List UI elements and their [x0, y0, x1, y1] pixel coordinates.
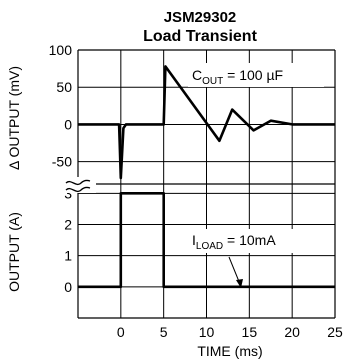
x-tick-label: 0 [117, 324, 125, 340]
plot-frame [77, 49, 336, 319]
iload-prefix: I [192, 232, 196, 248]
x-axis-label: TIME (ms) [197, 343, 262, 359]
top-y-axis-label: Δ OUTPUT (mV) [6, 66, 22, 170]
chart-title: JSM29302 [164, 9, 237, 26]
iload-leader-arrowhead [236, 279, 243, 288]
cout-annotation: COUT = 100 µF [188, 63, 324, 87]
y-tick-label: 3 [64, 185, 72, 201]
x-tick-label: 15 [242, 324, 258, 340]
axis-break-mark [60, 177, 96, 193]
y-tick-label: -50 [52, 154, 72, 170]
y-tick-label: 2 [64, 217, 72, 233]
x-tick-label: 5 [160, 324, 168, 340]
svg-text:COUT = 100 µF: COUT = 100 µF [192, 67, 283, 87]
cout-subscript: OUT [202, 76, 223, 87]
x-tick-label: 25 [327, 324, 343, 340]
cout-prefix: C [192, 67, 202, 83]
bottom-y-axis-label: OUTPUT (A) [6, 212, 22, 292]
x-tick-label: 20 [284, 324, 300, 340]
iload-leader-line [228, 256, 241, 285]
svg-text:ILOAD = 10mA: ILOAD = 10mA [192, 232, 276, 252]
cout-value: = 100 µF [223, 67, 283, 83]
y-tick-label: 1 [64, 248, 72, 264]
x-tick-label: 10 [199, 324, 215, 340]
iload-annotation: ILOAD = 10mA [188, 229, 304, 288]
output-current-line [78, 192, 335, 289]
chart-subtitle: Load Transient [143, 28, 257, 45]
output-voltage-line [78, 65, 335, 180]
iload-subscript: LOAD [196, 241, 223, 252]
iload-value: = 10mA [223, 232, 276, 248]
y-tick-label: 0 [64, 279, 72, 295]
y-tick-label: 100 [49, 42, 73, 58]
y-tick-label: 50 [56, 79, 72, 95]
y-tick-label: 0 [64, 116, 72, 132]
series-lines [78, 65, 335, 289]
